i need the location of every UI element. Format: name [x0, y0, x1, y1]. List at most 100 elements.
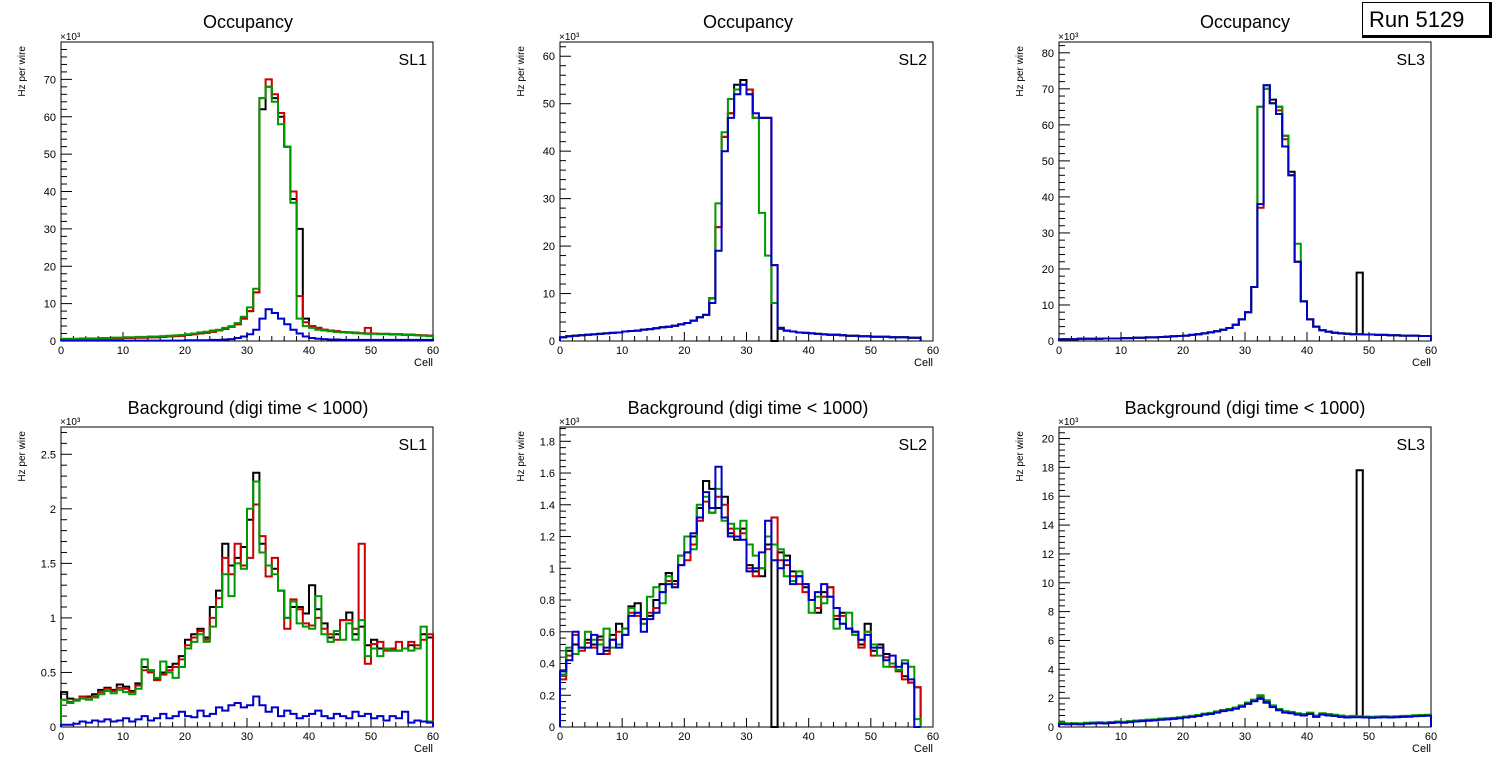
panel-5-y-tick-label: 1.4: [540, 500, 555, 512]
panel-5-y-tick-label: 1.2: [540, 532, 555, 544]
panel-5-y-tick-label: 1.6: [540, 468, 555, 480]
panel-4-y-tick-label: 2.5: [41, 449, 56, 461]
panel-3-x-tick-label: 50: [1363, 345, 1375, 357]
panel-3-y-tick-label: 30: [1042, 228, 1054, 240]
panel-3-y-tick-label: 50: [1042, 156, 1054, 168]
panel-2-x-tick-label: 30: [740, 345, 752, 357]
panel-5-superlayer-label: SL2: [899, 437, 928, 454]
panel-4-x-tick-label: 50: [365, 731, 377, 743]
panel-6-x-tick-label: 60: [1425, 731, 1437, 743]
panel-1-x-tick-label: 0: [58, 345, 64, 357]
panel-6-y-tick-label: 14: [1042, 520, 1054, 532]
panel-6-y-tick-label: 12: [1042, 549, 1054, 561]
panel-2-y-tick-label: 20: [543, 241, 555, 253]
panel-1-x-tick-label: 20: [179, 345, 191, 357]
panel-6-x-tick-label: 0: [1056, 731, 1062, 743]
panel-1-x-tick-label: 60: [427, 345, 439, 357]
panel-6-frame: [1058, 426, 1432, 728]
panel-4-x-tick-label: 10: [117, 731, 129, 743]
panel-4-x-tick-label: 30: [241, 731, 253, 743]
panel-5-y-axis-label: Hz per wire: [516, 431, 527, 482]
panel-1-y-axis-label: Hz per wire: [17, 46, 28, 97]
panel-3-x-tick-label: 10: [1115, 345, 1127, 357]
panel-6-x-axis-label: Cell: [1412, 743, 1431, 755]
panel-3-series-black: [1058, 84, 1432, 341]
panel-3-y-tick-label: 0: [1048, 336, 1054, 348]
panel-1-series-black: [60, 85, 434, 341]
panel-6-y-tick-label: 2: [1048, 693, 1054, 705]
panel-5-x-tick-label: 30: [740, 731, 752, 743]
panel-5-y-tick-label: 0.8: [540, 595, 555, 607]
panel-2-y-axis-label: Hz per wire: [516, 46, 527, 97]
panel-2-x-tick-label: 20: [678, 345, 690, 357]
panel-3-series-green: [1058, 87, 1432, 341]
panel-4-y-tick-label: 0: [50, 722, 56, 734]
panel-2-y-tick-label: 40: [543, 146, 555, 158]
panel-1-frame: [60, 41, 434, 342]
panel-4-series-green: [60, 480, 434, 727]
panel-4-x-tick-label: 60: [427, 731, 439, 743]
panel-3-x-tick-label: 60: [1425, 345, 1437, 357]
panel-6-x-tick-label: 30: [1239, 731, 1251, 743]
panel-3-y-exponent: ×10³: [1058, 32, 1079, 43]
panel-6-superlayer-label: SL3: [1397, 437, 1426, 454]
panel-4-y-axis-label: Hz per wire: [17, 431, 28, 482]
panel-3-superlayer-label: SL3: [1397, 52, 1426, 69]
panel-1-y-tick-label: 20: [44, 261, 56, 273]
panel-4-title: Background (digi time < 1000): [128, 398, 369, 418]
panel-1-series-blue: [60, 308, 434, 342]
panel-3-x-tick-label: 40: [1301, 345, 1313, 357]
panel-2-y-tick-label: 10: [543, 289, 555, 301]
panel-5-y-tick-label: 1.8: [540, 436, 555, 448]
panel-1-y-tick-label: 0: [50, 336, 56, 348]
panel-1-series-green: [60, 85, 434, 341]
panel-4-frame: [60, 426, 434, 728]
panel-5-x-tick-label: 20: [678, 731, 690, 743]
panel-1-x-tick-label: 30: [241, 345, 253, 357]
panel-5-frame: [559, 426, 934, 728]
panel-4-y-tick-label: 1: [50, 613, 56, 625]
panel-2-series-red: [559, 83, 922, 341]
panel-1-y-tick-label: 40: [44, 187, 56, 199]
panel-4-y-tick-label: 0.5: [41, 667, 56, 679]
panel-4-series-black: [60, 471, 434, 727]
panel-6-title: Background (digi time < 1000): [1125, 398, 1366, 418]
panel-5-x-axis-label: Cell: [914, 743, 933, 755]
panel-4-series-blue: [60, 695, 434, 727]
panel-2-superlayer-label: SL2: [899, 52, 928, 69]
panel-3-x-axis-label: Cell: [1412, 357, 1431, 369]
panel-2-y-tick-label: 0: [549, 336, 555, 348]
panel-5-y-exponent: ×10³: [559, 417, 580, 428]
panel-5-title: Background (digi time < 1000): [628, 398, 869, 418]
panel-6-y-tick-label: 20: [1042, 434, 1054, 446]
panel-1-series-red: [60, 78, 434, 341]
panel-4-y-tick-label: 2: [50, 504, 56, 516]
panel-6-y-tick-label: 8: [1048, 607, 1054, 619]
panel-3-title: Occupancy: [1200, 12, 1290, 32]
panel-1-x-tick-label: 50: [365, 345, 377, 357]
panel-4-y-exponent: ×10³: [60, 417, 81, 428]
panel-6-y-tick-label: 10: [1042, 578, 1054, 590]
panel-3-series-blue: [1058, 84, 1432, 341]
panel-1-y-tick-label: 70: [44, 74, 56, 86]
panel-6-y-tick-label: 16: [1042, 491, 1054, 503]
panel-5-x-tick-label: 60: [927, 731, 939, 743]
run-number-label: Run 5129: [1362, 2, 1492, 38]
panel-1-y-tick-label: 30: [44, 224, 56, 236]
panel-1-title: Occupancy: [203, 12, 293, 32]
panel-2-y-exponent: ×10³: [559, 32, 580, 43]
panel-2-series-blue: [559, 83, 922, 341]
panel-3-y-tick-label: 70: [1042, 84, 1054, 96]
panel-6-x-tick-label: 40: [1301, 731, 1313, 743]
panel-5-series-green: [559, 487, 922, 727]
panel-4-x-tick-label: 40: [303, 731, 315, 743]
panel-5-x-tick-label: 40: [803, 731, 815, 743]
panel-3-frame: [1058, 41, 1432, 342]
panel-6-series-blue: [1058, 697, 1432, 727]
panel-3-y-tick-label: 60: [1042, 120, 1054, 132]
panel-1-x-tick-label: 10: [117, 345, 129, 357]
panel-6-x-tick-label: 20: [1177, 731, 1189, 743]
panel-5-y-tick-label: 0.2: [540, 690, 555, 702]
panel-5-x-tick-label: 50: [865, 731, 877, 743]
panel-2-x-tick-label: 0: [557, 345, 563, 357]
